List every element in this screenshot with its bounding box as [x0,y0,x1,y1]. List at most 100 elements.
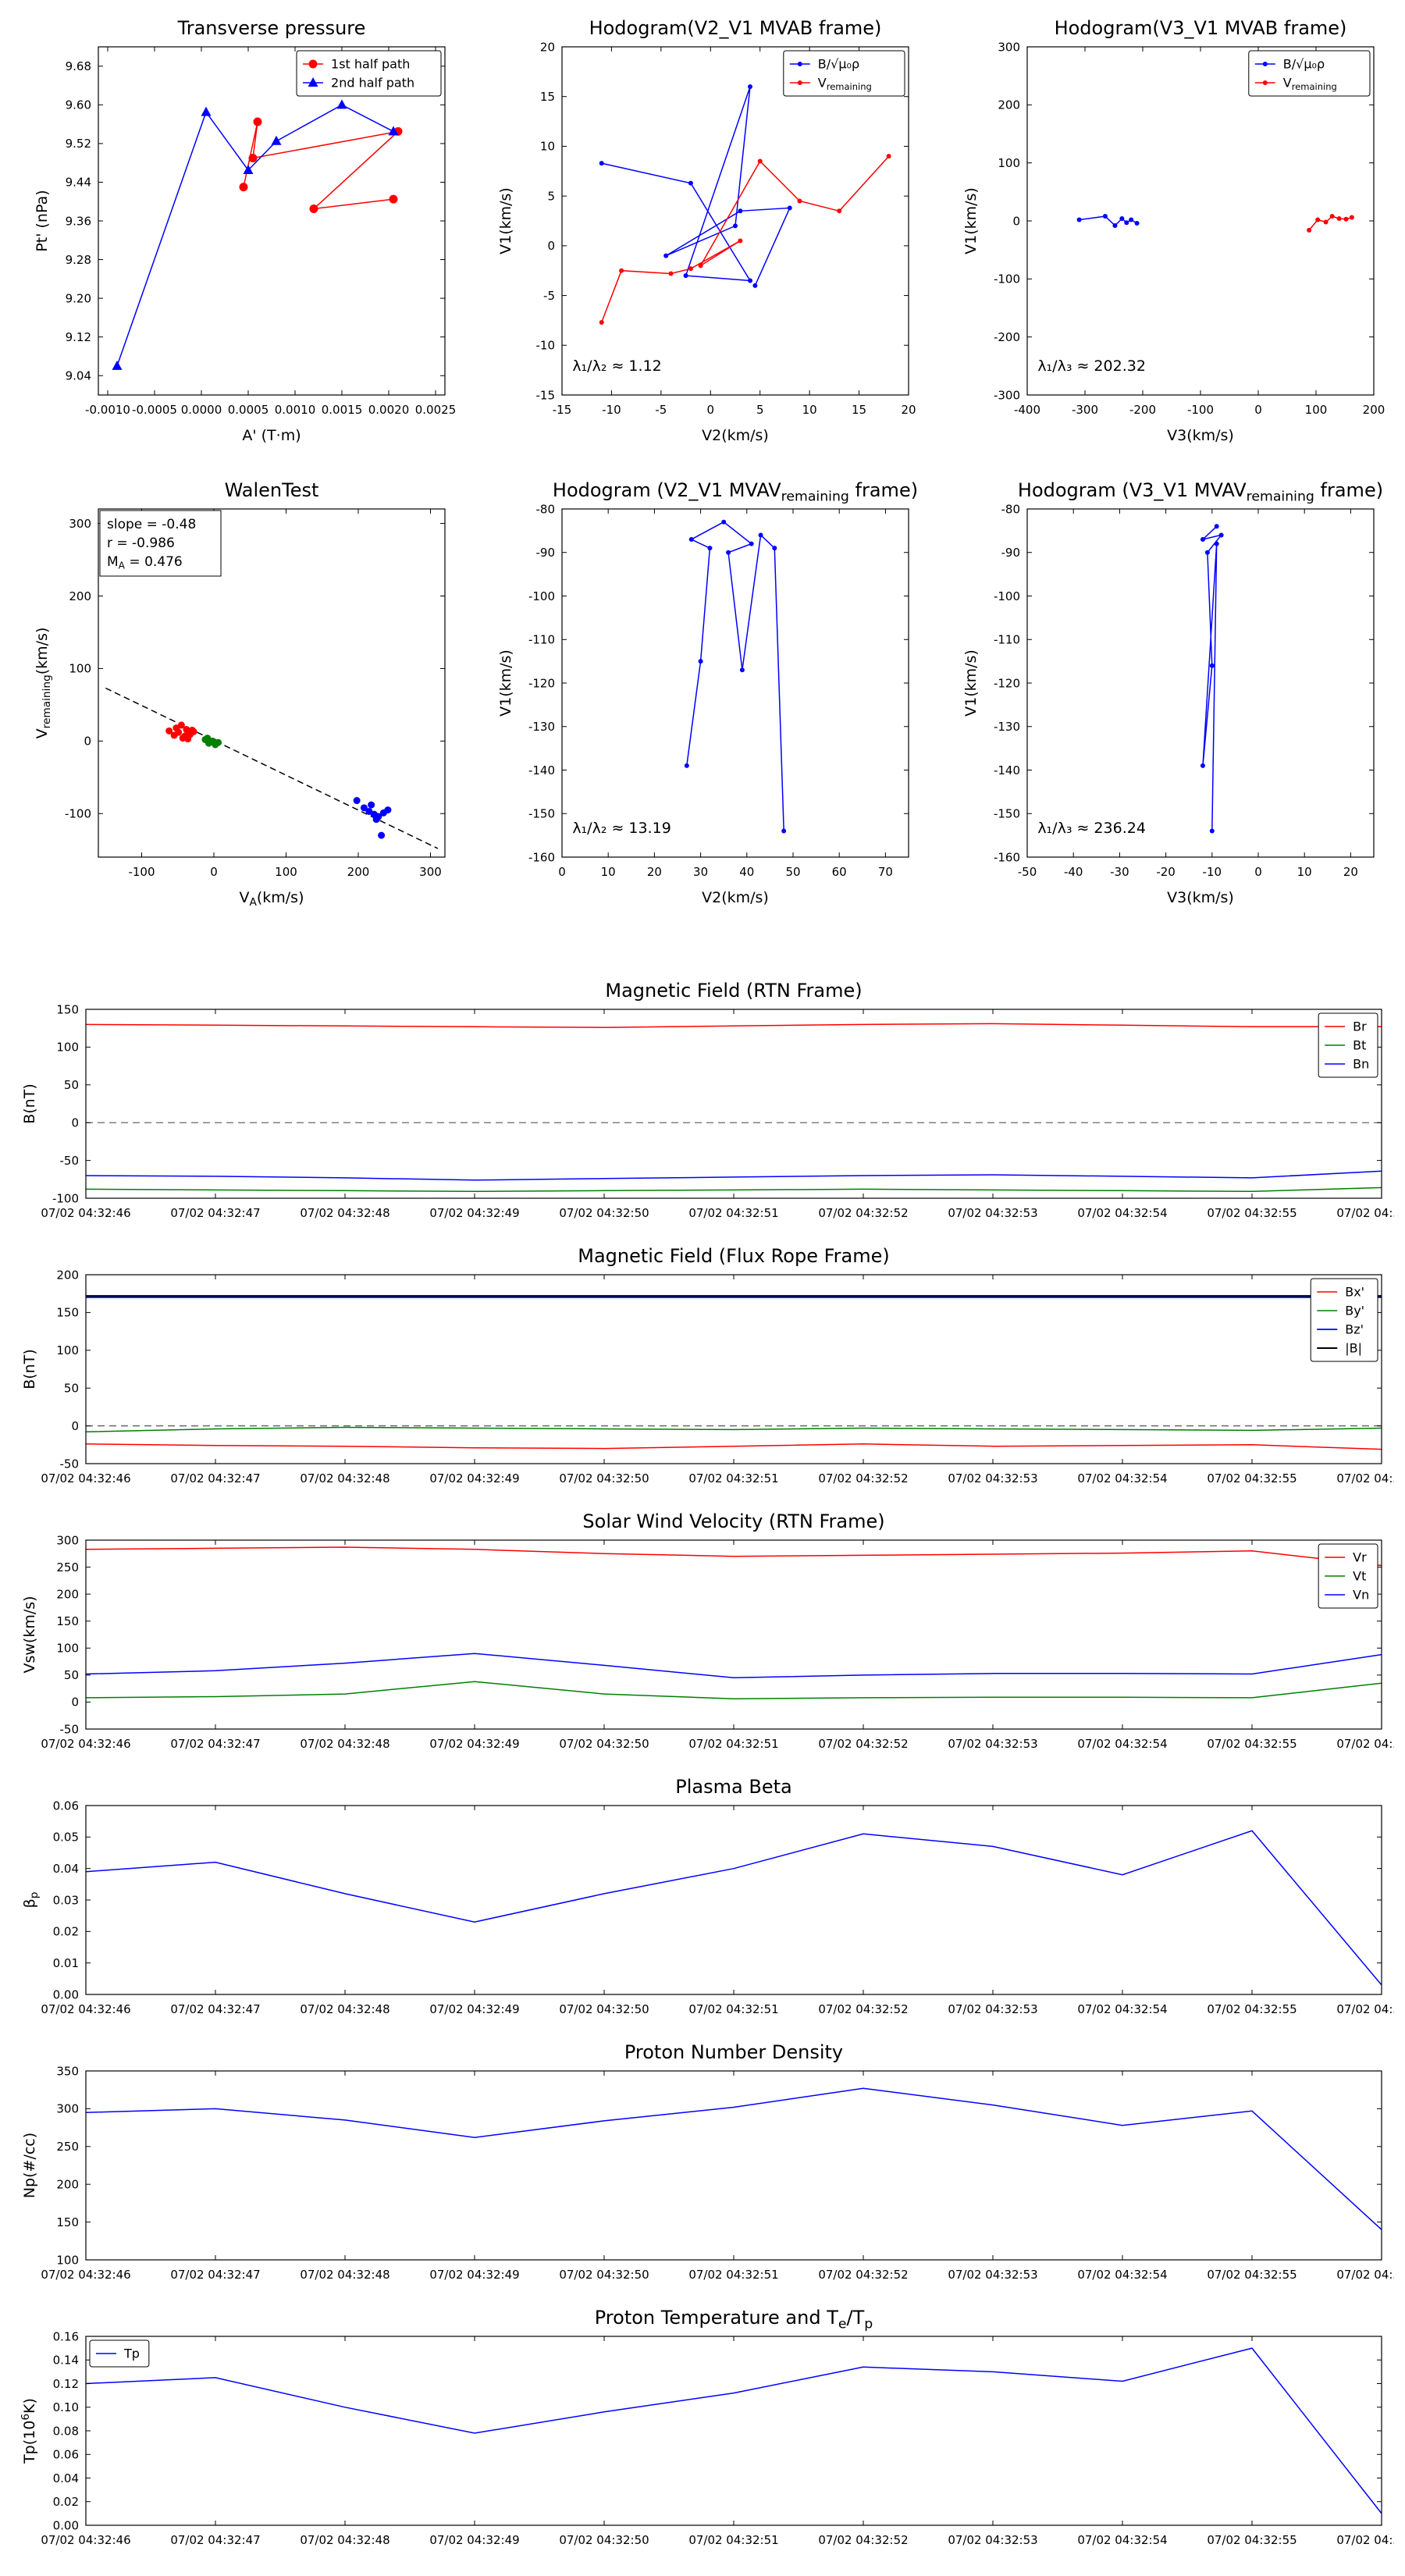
svg-text:07/02 04:32:56: 07/02 04:32:56 [1336,2002,1394,2016]
svg-text:07/02 04:32:49: 07/02 04:32:49 [429,1206,519,1220]
svg-text:07/02 04:32:48: 07/02 04:32:48 [300,2268,389,2282]
svg-text:-100: -100 [994,589,1020,603]
chart-svg-proton-temperature: 07/02 04:32:46 07/02 04:32:47 07/02 04:32:… [20,2307,1394,2547]
svg-text:-100: -100 [994,272,1020,286]
chart-plasma-beta: 07/02 04:32:46 07/02 04:32:47 07/02 04:32:… [11,1768,1394,2026]
svg-text:07/02 04:32:55: 07/02 04:32:55 [1207,2533,1297,2547]
chart-hodogram-v2-v1-mvav: 0 10 20 30 40 50 60 70 -160 -150 -140 -130 -120 -110 -… [475,468,927,920]
svg-text:07/02 04:32:49: 07/02 04:32:49 [429,1737,519,1751]
svg-text:Hodogram(V3_V1 MVAB frame): Hodogram(V3_V1 MVAB frame) [1055,17,1347,39]
svg-text:r = -0.986: r = -0.986 [107,535,175,551]
svg-text:-200: -200 [994,330,1020,344]
svg-text:07/02 04:32:50: 07/02 04:32:50 [559,1206,649,1220]
svg-text:-160: -160 [994,850,1020,864]
svg-text:0.04: 0.04 [53,2471,79,2485]
svg-text:λ₁/λ₃ ≈ 202.32: λ₁/λ₃ ≈ 202.32 [1037,358,1146,375]
svg-text:200: 200 [56,1587,79,1601]
svg-text:07/02 04:32:50: 07/02 04:32:50 [559,2268,649,2282]
svg-text:V3(km/s): V3(km/s) [1167,889,1234,906]
svg-text:07/02 04:32:51: 07/02 04:32:51 [688,1471,778,1485]
svg-text:-50: -50 [1018,865,1037,879]
svg-text:-15: -15 [536,388,556,402]
chart-svg-hodogram-v3v1-mvav: -50 -40 -30 -20 -10 0 10 20-160-150-140-130-120… [962,479,1383,906]
svg-text:|B|: |B| [1345,1341,1362,1356]
svg-text:07/02 04:32:52: 07/02 04:32:52 [818,2533,908,2547]
chart-svg-hodogram-v2v1-mvab: -15 -10 -5 0 5 10 15 20 -15 -10 -5 0 5 10 15 20 Hodogram… [497,17,916,444]
svg-text:100: 100 [56,1642,79,1656]
svg-text:βp​: βp​ [21,1892,41,1909]
svg-text:-5: -5 [543,289,555,303]
svg-text:07/02 04:32:46: 07/02 04:32:46 [41,1206,130,1220]
svg-text:07/02 04:32:56: 07/02 04:32:56 [1336,1206,1394,1220]
svg-text:15: 15 [852,403,866,417]
svg-text:Transverse pressure: Transverse pressure [177,17,366,39]
svg-text:-100: -100 [65,807,91,821]
svg-text:0: 0 [71,1419,79,1433]
svg-text:0.12: 0.12 [53,2377,79,2391]
chart-magnetic-field-rtn: 07/02 04:32:46 07/02 04:32:47 07/02 04:32:… [11,972,1394,1229]
chart-svg-proton-number-density: 07/02 04:32:46 07/02 04:32:47 07/02 04:32:… [21,2041,1394,2282]
svg-text:Br: Br [1353,1019,1367,1034]
svg-text:-50: -50 [60,1722,80,1736]
svg-text:-10: -10 [602,403,621,417]
svg-text:20: 20 [1343,865,1358,879]
svg-text:B(nT): B(nT) [21,1349,38,1389]
svg-text:07/02 04:32:46: 07/02 04:32:46 [41,1737,130,1751]
svg-text:07/02 04:32:52: 07/02 04:32:52 [818,2268,908,2282]
svg-text:0.0025: 0.0025 [415,403,457,417]
svg-text:0.14: 0.14 [53,2354,79,2368]
svg-text:9.28: 9.28 [66,253,91,267]
svg-text:07/02 04:32:52: 07/02 04:32:52 [818,2002,908,2016]
svg-text:Hodogram(V2_V1 MVAB frame): Hodogram(V2_V1 MVAB frame) [589,17,882,39]
svg-text:Solar Wind Velocity (RTN Frame: Solar Wind Velocity (RTN Frame) [582,1510,884,1532]
svg-text:Magnetic Field (RTN Frame): Magnetic Field (RTN Frame) [605,980,862,1002]
svg-text:200: 200 [1363,403,1385,417]
svg-text:-160: -160 [528,850,555,864]
svg-text:10: 10 [802,403,817,417]
svg-text:20: 20 [540,40,555,54]
svg-text:07/02 04:32:56: 07/02 04:32:56 [1336,2533,1394,2547]
svg-text:0.16: 0.16 [53,2329,79,2343]
svg-text:V1(km/s): V1(km/s) [497,187,514,254]
svg-text:VA​(km/s): VA​(km/s) [239,889,304,909]
svg-text:B(nT): B(nT) [21,1083,38,1124]
svg-text:07/02 04:32:48: 07/02 04:32:48 [300,2002,389,2016]
svg-text:0.00: 0.00 [53,1987,79,2001]
chart-proton-temperature: 07/02 04:32:46 07/02 04:32:47 07/02 04:32:… [11,2299,1394,2556]
svg-text:-15: -15 [553,403,572,417]
svg-text:07/02 04:32:48: 07/02 04:32:48 [300,2533,389,2547]
svg-text:07/02 04:32:54: 07/02 04:32:54 [1077,2533,1167,2547]
svg-text:-10: -10 [536,339,556,353]
chart-svg-hodogram-v3v1-mvab: -400 -300 -200 -100 0 100 200-300-200-10001002… [962,17,1385,444]
svg-text:100: 100 [69,662,91,676]
svg-text:-100: -100 [128,865,155,879]
svg-text:V2(km/s): V2(km/s) [702,427,769,444]
svg-text:07/02 04:32:53: 07/02 04:32:53 [948,2268,1037,2282]
svg-text:07/02 04:32:53: 07/02 04:32:53 [948,1206,1037,1220]
svg-text:300: 300 [69,517,91,531]
svg-text:2nd half path: 2nd half path [331,76,414,91]
svg-text:0.0015: 0.0015 [322,403,363,417]
svg-text:1st half path: 1st half path [331,57,410,72]
svg-text:0.01: 0.01 [53,1956,79,1970]
chart-magnetic-field-flux-rope: 07/02 04:32:46 07/02 04:32:47 07/02 04:32:… [11,1237,1394,1495]
svg-text:Vr: Vr [1353,1550,1367,1565]
svg-text:350: 350 [56,2064,79,2078]
svg-text:07/02 04:32:54: 07/02 04:32:54 [1077,1737,1167,1751]
svg-text:9.12: 9.12 [66,330,91,344]
svg-text:-50: -50 [60,1154,80,1168]
svg-text:07/02 04:32:53: 07/02 04:32:53 [948,2533,1037,2547]
svg-text:150: 150 [56,1306,79,1320]
svg-text:07/02 04:32:47: 07/02 04:32:47 [170,1206,260,1220]
svg-text:B/√μ₀ρ: B/√μ₀ρ [1283,57,1325,72]
svg-text:-100: -100 [528,589,555,603]
svg-text:100: 100 [56,2253,79,2267]
svg-text:07/02 04:32:51: 07/02 04:32:51 [688,2268,778,2282]
svg-text:-30: -30 [1110,865,1129,879]
svg-text:07/02 04:32:49: 07/02 04:32:49 [429,2268,519,2282]
svg-text:Vremaining​: Vremaining​ [1283,76,1337,93]
svg-text:Vremaining​: Vremaining​ [818,76,872,93]
svg-text:07/02 04:32:51: 07/02 04:32:51 [688,2533,778,2547]
svg-text:Bt: Bt [1353,1038,1366,1053]
svg-text:07/02 04:32:47: 07/02 04:32:47 [170,2002,260,2016]
